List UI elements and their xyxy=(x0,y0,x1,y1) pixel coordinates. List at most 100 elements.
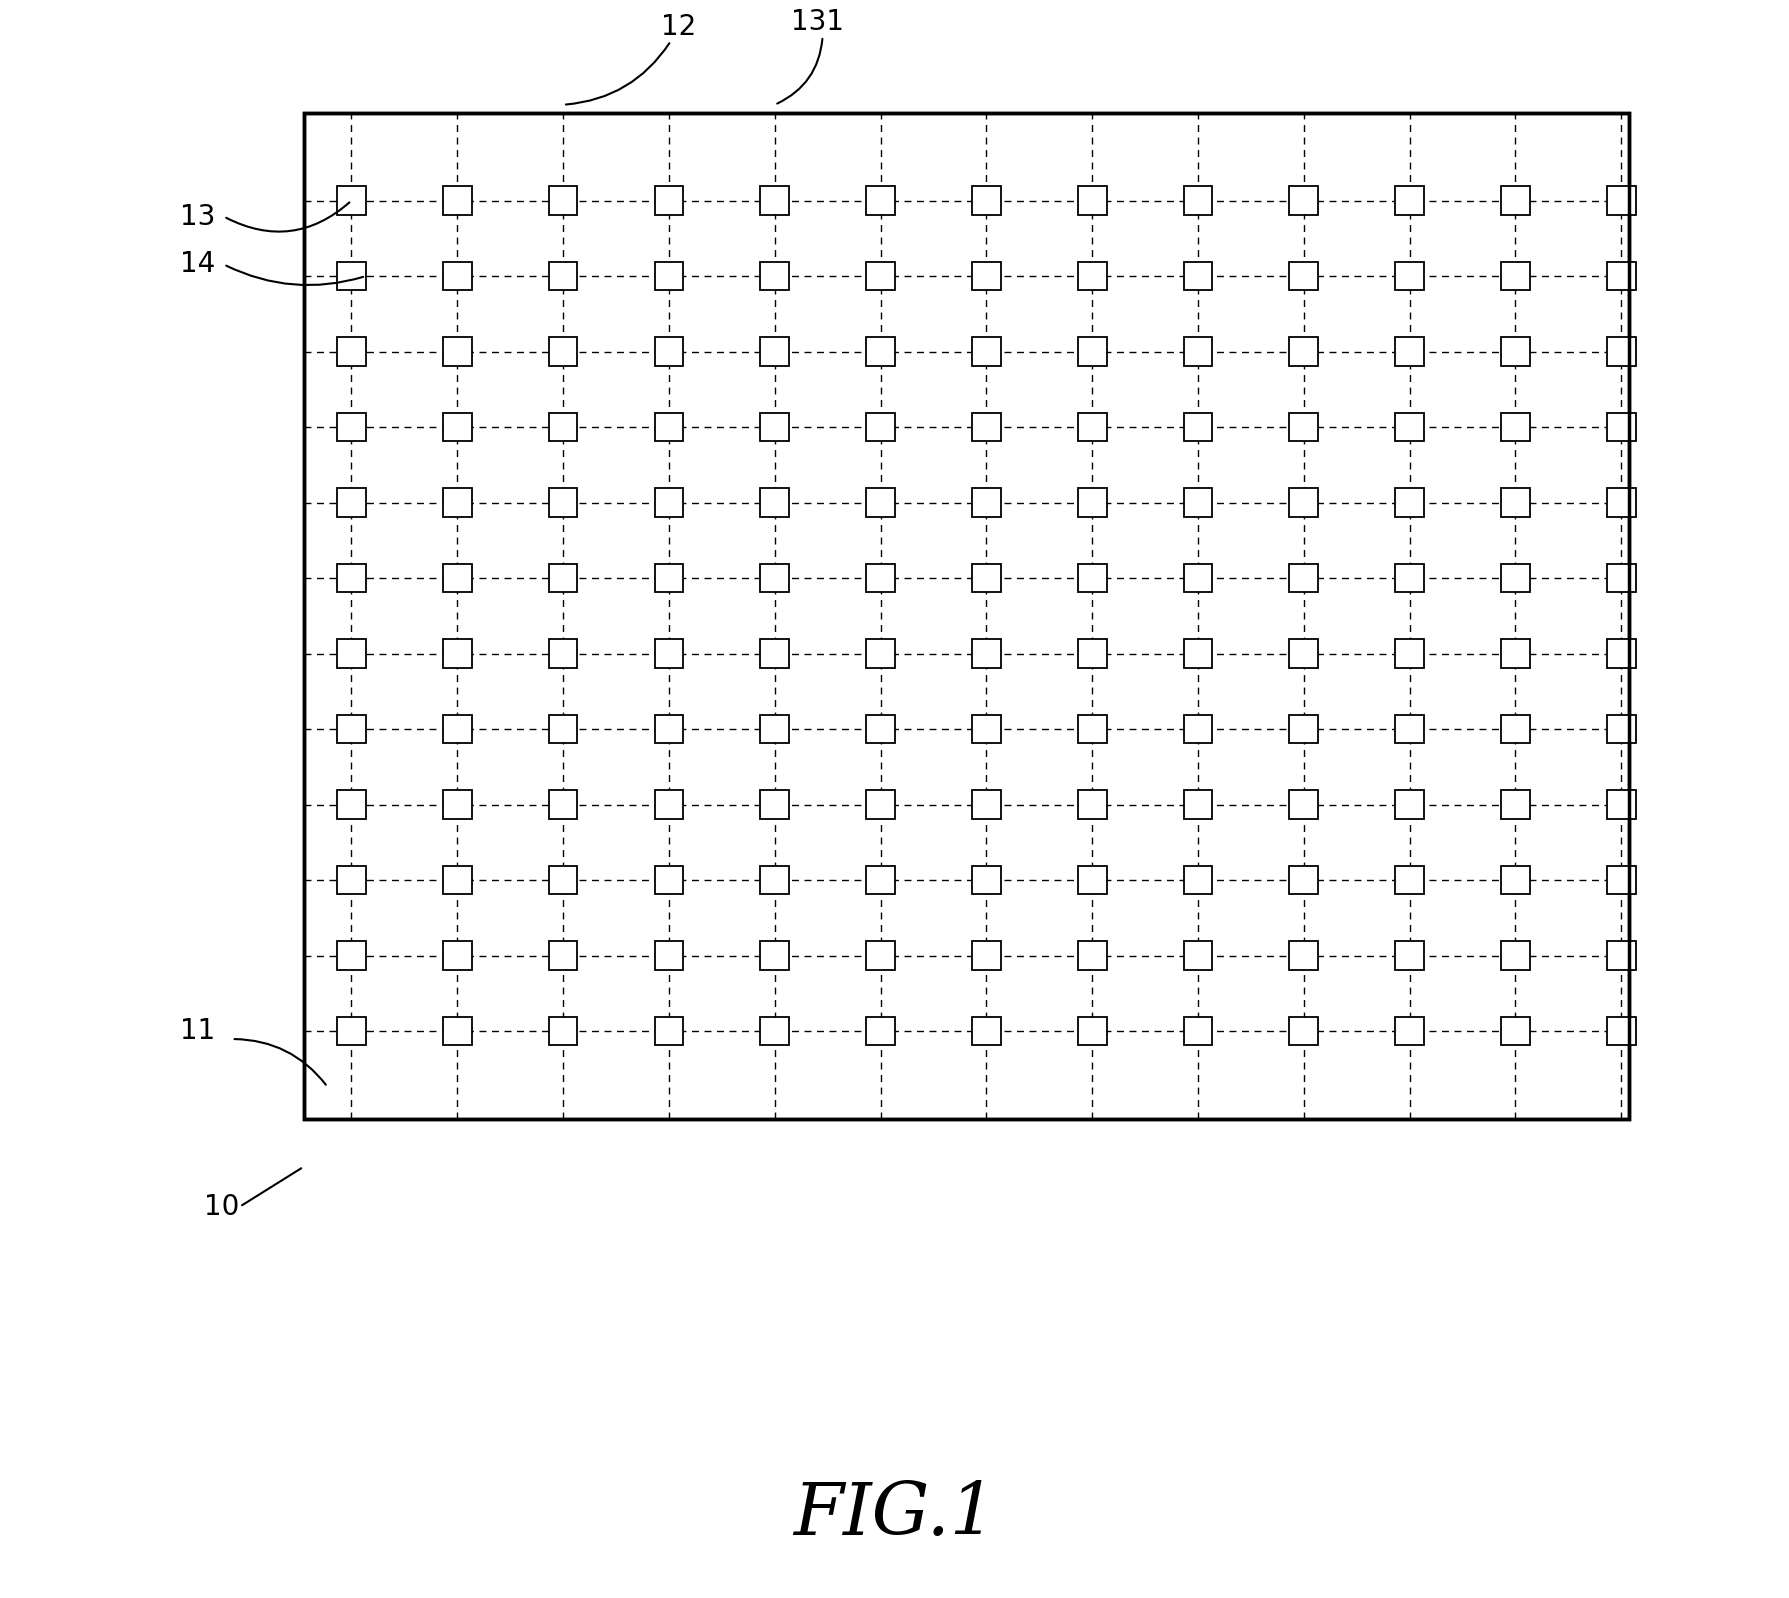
Bar xyxy=(1501,941,1530,970)
Bar xyxy=(1501,262,1530,291)
Bar xyxy=(444,564,472,593)
Bar xyxy=(1184,337,1213,366)
Bar xyxy=(549,789,578,818)
Text: 10: 10 xyxy=(204,1192,240,1221)
Text: 14: 14 xyxy=(181,251,216,278)
Bar xyxy=(1184,262,1213,291)
Bar xyxy=(971,187,1000,216)
Bar xyxy=(1184,639,1213,668)
Bar xyxy=(336,941,367,970)
Bar xyxy=(655,487,683,516)
Text: 12: 12 xyxy=(662,13,696,42)
Bar xyxy=(1077,714,1107,743)
Bar xyxy=(444,412,472,441)
Bar xyxy=(336,262,367,291)
Bar xyxy=(1184,941,1213,970)
Bar xyxy=(1290,1016,1318,1045)
Bar xyxy=(1501,187,1530,216)
Text: 131: 131 xyxy=(791,8,844,37)
Bar xyxy=(760,412,789,441)
Bar xyxy=(866,714,894,743)
Bar xyxy=(655,941,683,970)
Bar xyxy=(971,866,1000,895)
Bar xyxy=(1607,262,1635,291)
Bar xyxy=(866,564,894,593)
Bar xyxy=(1501,1016,1530,1045)
Bar xyxy=(1395,639,1424,668)
Bar xyxy=(1184,1016,1213,1045)
Bar xyxy=(1607,337,1635,366)
Bar xyxy=(971,412,1000,441)
Bar xyxy=(1184,714,1213,743)
Bar xyxy=(444,789,472,818)
Bar xyxy=(1395,412,1424,441)
Bar xyxy=(866,941,894,970)
Bar xyxy=(971,487,1000,516)
Bar xyxy=(336,487,367,516)
Bar xyxy=(1077,487,1107,516)
Bar xyxy=(1501,564,1530,593)
Bar xyxy=(1077,564,1107,593)
Bar xyxy=(655,187,683,216)
Bar xyxy=(971,262,1000,291)
Bar xyxy=(1184,487,1213,516)
Bar xyxy=(336,789,367,818)
Bar xyxy=(444,187,472,216)
Bar xyxy=(655,564,683,593)
Bar xyxy=(336,639,367,668)
Bar xyxy=(444,941,472,970)
Bar xyxy=(1290,866,1318,895)
Bar xyxy=(1077,866,1107,895)
Bar xyxy=(760,789,789,818)
Bar xyxy=(549,866,578,895)
Bar xyxy=(1077,187,1107,216)
Bar xyxy=(1077,941,1107,970)
Bar xyxy=(1290,262,1318,291)
Bar xyxy=(971,639,1000,668)
Bar xyxy=(1077,337,1107,366)
Bar xyxy=(336,187,367,216)
Bar xyxy=(1395,187,1424,216)
Bar xyxy=(1184,412,1213,441)
Bar xyxy=(1607,789,1635,818)
Bar xyxy=(866,337,894,366)
Text: FIG.1: FIG.1 xyxy=(793,1480,996,1550)
Bar xyxy=(971,789,1000,818)
Bar xyxy=(1077,639,1107,668)
Bar xyxy=(336,866,367,895)
Bar xyxy=(1501,789,1530,818)
Bar xyxy=(866,412,894,441)
Bar xyxy=(1395,262,1424,291)
Bar xyxy=(655,262,683,291)
Bar xyxy=(1607,1016,1635,1045)
Bar xyxy=(866,639,894,668)
Bar xyxy=(1501,487,1530,516)
Bar xyxy=(1290,487,1318,516)
Bar xyxy=(1395,941,1424,970)
Bar xyxy=(1607,564,1635,593)
Bar xyxy=(444,714,472,743)
Bar xyxy=(549,487,578,516)
Bar xyxy=(1395,337,1424,366)
Bar xyxy=(1501,714,1530,743)
Bar xyxy=(1290,187,1318,216)
Bar xyxy=(1395,564,1424,593)
Bar xyxy=(1077,412,1107,441)
Bar xyxy=(1395,866,1424,895)
Text: 13: 13 xyxy=(181,203,216,230)
Bar xyxy=(444,639,472,668)
Bar xyxy=(760,941,789,970)
Bar xyxy=(1607,639,1635,668)
Bar xyxy=(1184,866,1213,895)
Bar xyxy=(1290,564,1318,593)
Bar xyxy=(1290,412,1318,441)
Bar xyxy=(655,1016,683,1045)
Bar xyxy=(336,337,367,366)
Bar xyxy=(1290,337,1318,366)
Bar xyxy=(1290,941,1318,970)
Bar xyxy=(971,714,1000,743)
Bar xyxy=(1607,941,1635,970)
Bar xyxy=(655,866,683,895)
Bar xyxy=(549,262,578,291)
Text: 11: 11 xyxy=(181,1016,216,1045)
